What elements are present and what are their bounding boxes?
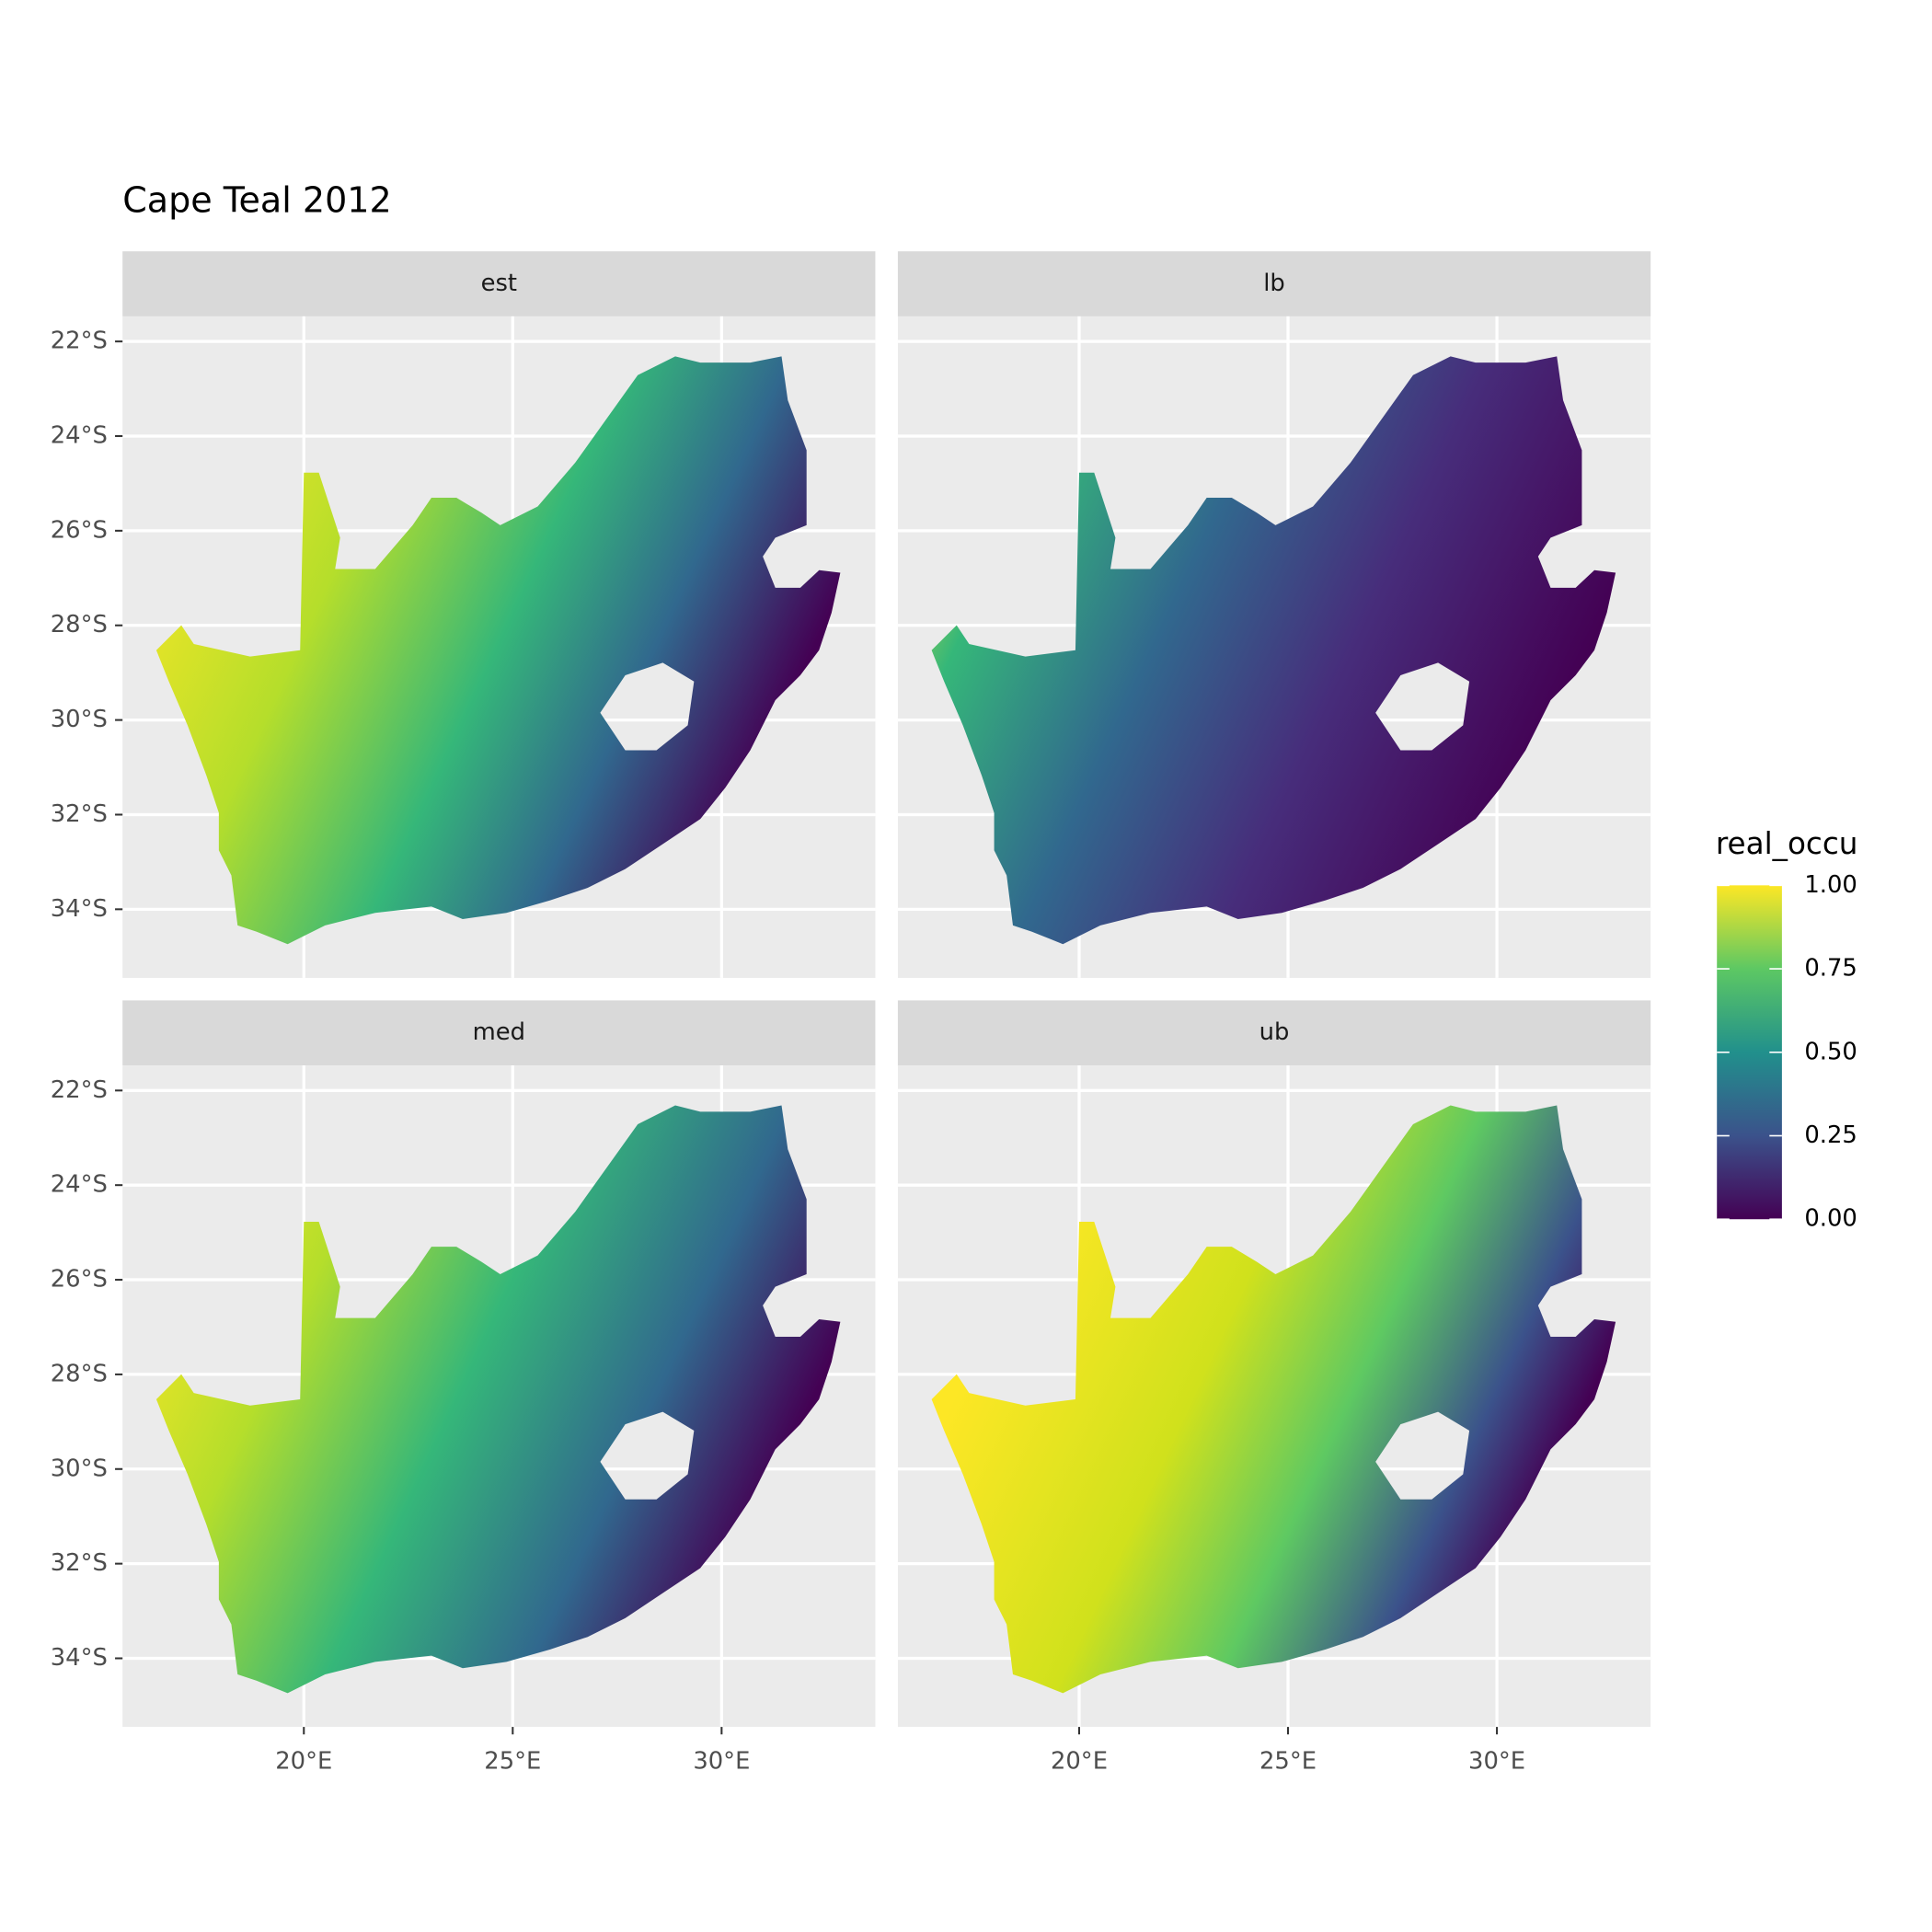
legend-title: real_occu [1716, 826, 1858, 861]
strip [122, 1000, 876, 1066]
x-tick-label: 25°E [1259, 1748, 1317, 1776]
strip [122, 251, 876, 316]
x-tick-label: 20°E [1051, 1748, 1108, 1776]
y-tick-label: 24°S [51, 422, 108, 450]
y-tick-label: 34°S [51, 1644, 108, 1672]
strip-label: med [473, 1018, 525, 1046]
y-tick-label: 28°S [51, 1360, 108, 1387]
legend-tick-label: 0.25 [1804, 1121, 1857, 1149]
x-tick-label: 20°E [275, 1748, 332, 1776]
strip [897, 251, 1651, 316]
y-tick-label: 22°S [51, 1076, 108, 1104]
y-tick-label: 26°S [51, 516, 108, 544]
y-tick-label: 30°S [51, 1455, 108, 1482]
strip [897, 1000, 1651, 1066]
y-tick-label: 28°S [51, 611, 108, 638]
legend-tick-label: 1.00 [1804, 871, 1857, 899]
legend-tick-label: 0.75 [1804, 955, 1857, 983]
x-tick-label: 30°E [693, 1748, 750, 1776]
y-tick-label: 32°S [51, 800, 108, 828]
chart-title: Cape Teal 2012 [122, 180, 392, 221]
x-tick-label: 25°E [484, 1748, 541, 1776]
x-tick-label: 30°E [1468, 1748, 1525, 1776]
strip-label: ub [1259, 1018, 1290, 1046]
y-tick-label: 22°S [51, 328, 108, 355]
legend-tick-label: 0.50 [1804, 1038, 1857, 1065]
y-tick-label: 30°S [51, 706, 108, 733]
y-tick-label: 24°S [51, 1171, 108, 1199]
y-tick-label: 26°S [51, 1266, 108, 1294]
legend-tick-label: 0.00 [1804, 1205, 1857, 1233]
strip-label: lb [1263, 270, 1285, 297]
strip-label: est [481, 270, 517, 297]
y-tick-label: 34°S [51, 895, 108, 923]
y-tick-label: 32°S [51, 1549, 108, 1577]
